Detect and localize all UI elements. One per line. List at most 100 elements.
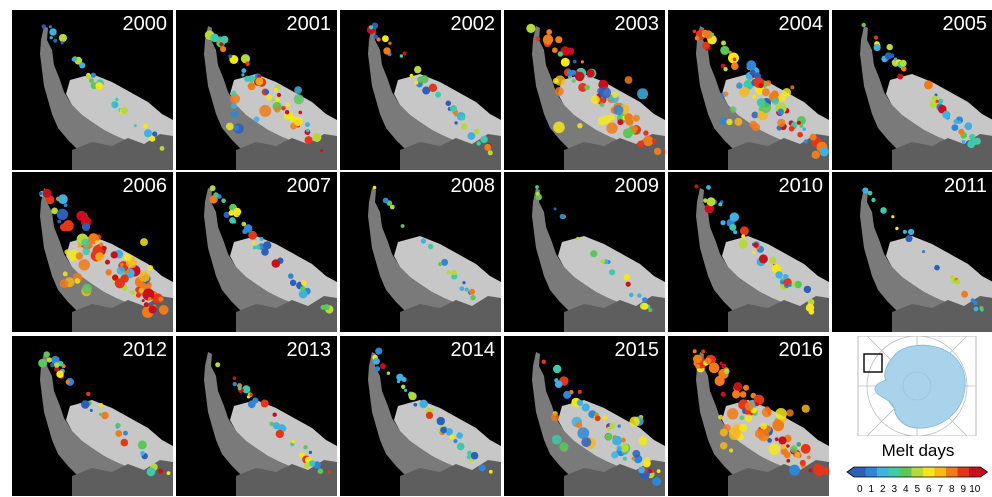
- land-mass: [696, 26, 829, 170]
- melt-area: [726, 118, 733, 126]
- melt-area: [294, 86, 302, 94]
- colorbar: [846, 466, 989, 478]
- melt-area: [115, 430, 123, 437]
- melt-area: [380, 363, 386, 370]
- melt-map-panel: 2003: [504, 10, 665, 170]
- melt-area: [584, 84, 590, 91]
- melt-area: [425, 411, 434, 419]
- melt-area: [123, 430, 128, 436]
- melt-area: [143, 123, 148, 129]
- melt-area: [120, 106, 128, 115]
- colorbar-tick-label: 10: [969, 484, 981, 495]
- colorbar-tick-label: 1: [868, 484, 875, 495]
- peninsula-map: [368, 347, 501, 496]
- melt-area: [902, 229, 907, 234]
- melt-area: [90, 72, 96, 78]
- melt-area: [256, 245, 261, 250]
- melt-area: [111, 103, 116, 107]
- melt-area: [101, 411, 109, 420]
- melt-area: [738, 239, 748, 249]
- colorbar-tick-label: 6: [925, 484, 932, 495]
- melt-area: [271, 259, 281, 268]
- melt-area: [257, 74, 262, 79]
- melt-area: [81, 238, 91, 248]
- melt-area: [248, 230, 257, 240]
- melt-area: [642, 459, 651, 468]
- melt-area: [57, 219, 62, 224]
- melt-area: [580, 60, 584, 64]
- melt-area: [603, 259, 609, 265]
- melt-area: [790, 85, 795, 90]
- melt-area: [783, 273, 789, 280]
- melt-area: [751, 250, 756, 255]
- melt-area: [413, 402, 418, 407]
- melt-area: [923, 80, 933, 90]
- melt-area: [958, 128, 965, 135]
- melt-area: [293, 116, 303, 127]
- melt-area: [372, 185, 377, 190]
- melt-area: [720, 442, 728, 450]
- melt-area: [950, 274, 955, 280]
- melt-area: [953, 119, 959, 124]
- melt-area: [446, 270, 451, 275]
- melt-area: [89, 409, 93, 412]
- melt-area: [232, 382, 237, 387]
- melt-area: [970, 298, 975, 303]
- melt-area: [905, 235, 913, 243]
- peninsula-map: [368, 185, 501, 332]
- melt-area: [435, 91, 442, 98]
- peninsula-map: [204, 185, 337, 332]
- melt-area: [144, 129, 152, 138]
- melt-map-panel: 2001: [176, 10, 337, 170]
- melt-area: [272, 422, 280, 430]
- melt-area: [744, 414, 753, 422]
- melt-area: [559, 213, 565, 220]
- melt-area: [116, 266, 126, 275]
- melt-area: [884, 52, 893, 60]
- colorbar-tick-label: 0: [856, 484, 863, 495]
- year-label: 2010: [778, 175, 824, 197]
- melt-map-panel: 2006: [12, 172, 173, 332]
- melt-area: [327, 470, 332, 475]
- year-label: 2012: [122, 339, 168, 361]
- study-area-box: [863, 353, 883, 373]
- melt-area: [616, 445, 623, 452]
- melt-area: [719, 117, 727, 125]
- melt-area: [456, 432, 463, 439]
- melt-area: [586, 69, 595, 78]
- melt-area: [555, 36, 563, 44]
- melt-area: [782, 88, 792, 97]
- melt-area: [229, 93, 241, 104]
- mountain-terrain: [728, 134, 829, 170]
- melt-area: [428, 243, 434, 250]
- melt-area: [769, 256, 777, 264]
- melt-area: [535, 191, 540, 196]
- melt-area: [733, 230, 738, 235]
- melt-area: [721, 40, 726, 46]
- melt-area: [445, 100, 452, 107]
- year-label: 2014: [450, 339, 496, 361]
- melt-area: [401, 384, 406, 389]
- melt-area: [786, 409, 794, 417]
- melt-map-panel: 2007: [176, 172, 337, 332]
- peninsula-map: [526, 23, 665, 170]
- melt-area: [724, 368, 730, 374]
- melt-area: [252, 245, 257, 250]
- melt-area: [786, 444, 790, 448]
- melt-area: [419, 399, 428, 409]
- melt-area: [478, 464, 486, 472]
- melt-area: [559, 442, 569, 452]
- melt-area: [369, 25, 374, 30]
- melt-area: [460, 115, 466, 121]
- melt-area: [138, 287, 144, 294]
- melt-area: [245, 61, 250, 67]
- melt-area: [557, 51, 563, 57]
- melt-area: [613, 105, 624, 116]
- peninsula-map: [204, 26, 337, 170]
- melt-area: [147, 297, 152, 301]
- melt-area: [266, 94, 273, 101]
- melt-area: [82, 283, 92, 294]
- melt-area: [535, 36, 541, 42]
- melt-area: [303, 462, 310, 469]
- melt-area: [739, 226, 749, 236]
